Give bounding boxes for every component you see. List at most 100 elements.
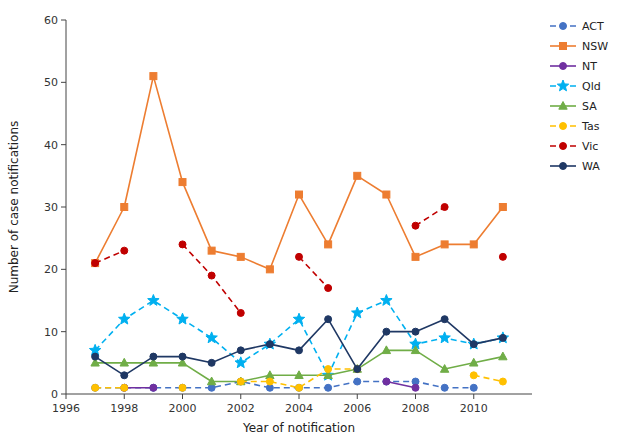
- point: [121, 384, 128, 391]
- point: [92, 353, 99, 360]
- legend-item: SA: [550, 100, 597, 113]
- point: [179, 241, 186, 248]
- point: [440, 365, 448, 373]
- y-tick: [61, 207, 66, 208]
- point: [179, 353, 186, 360]
- point: [354, 378, 361, 385]
- y-axis-label: Number of case notifications: [7, 121, 21, 294]
- point: [499, 253, 506, 260]
- point: [179, 179, 186, 186]
- point: [325, 285, 332, 292]
- point: [354, 366, 361, 373]
- y-tick: [61, 20, 66, 21]
- point: [296, 384, 303, 391]
- point: [266, 341, 273, 348]
- point: [296, 347, 303, 354]
- point: [354, 366, 361, 373]
- point: [412, 222, 419, 229]
- point: [266, 371, 274, 379]
- y-tick-label: 30: [44, 201, 58, 214]
- x-tick: [124, 394, 125, 399]
- series-line: [95, 350, 503, 381]
- legend: ACTNSWNTQldSATasVicWA: [550, 20, 608, 173]
- point: [499, 378, 506, 385]
- series: [92, 366, 507, 392]
- x-tick: [473, 394, 474, 399]
- y-tick-label: 50: [44, 76, 58, 89]
- point: [206, 332, 217, 343]
- point: [441, 241, 448, 248]
- point: [150, 384, 157, 391]
- point: [207, 377, 215, 385]
- point: [499, 204, 506, 211]
- point: [354, 172, 361, 179]
- point: [381, 295, 392, 306]
- point: [383, 378, 390, 385]
- point: [237, 378, 244, 385]
- x-tick: [182, 394, 183, 399]
- series: [92, 204, 507, 317]
- legend-marker: [560, 63, 567, 70]
- point: [325, 316, 332, 323]
- point: [150, 353, 157, 360]
- point: [92, 260, 99, 267]
- point: [439, 332, 450, 343]
- legend-item: ACT: [550, 20, 604, 33]
- point: [237, 253, 244, 260]
- point: [499, 334, 506, 341]
- y-tick-label: 0: [51, 388, 58, 401]
- point: [293, 313, 304, 324]
- legend-marker: [560, 163, 567, 170]
- legend-label: WA: [582, 160, 600, 173]
- point: [325, 241, 332, 248]
- point: [150, 73, 157, 80]
- x-tick-label: 2008: [402, 402, 430, 415]
- y-tick: [61, 394, 66, 395]
- point: [237, 309, 244, 316]
- point: [92, 260, 99, 267]
- series-line: [95, 319, 503, 375]
- point: [412, 253, 419, 260]
- x-tick: [66, 394, 67, 399]
- x-tick-label: 2004: [285, 402, 313, 415]
- point: [119, 313, 130, 324]
- point: [470, 372, 477, 379]
- legend-label: NSW: [582, 40, 608, 53]
- series: [121, 378, 419, 391]
- point: [237, 347, 244, 354]
- point: [266, 266, 273, 273]
- point: [121, 384, 128, 391]
- point: [121, 247, 128, 254]
- x-tick: [357, 394, 358, 399]
- point: [412, 328, 419, 335]
- legend-marker: [557, 80, 568, 91]
- y-tick-label: 60: [44, 14, 58, 27]
- legend-label: Qld: [582, 80, 601, 93]
- y-tick: [61, 331, 66, 332]
- point: [325, 384, 332, 391]
- point: [148, 295, 159, 306]
- legend-marker: [560, 43, 567, 50]
- point: [235, 357, 246, 368]
- x-tick: [299, 394, 300, 399]
- series: [91, 346, 507, 385]
- point: [441, 316, 448, 323]
- point: [296, 191, 303, 198]
- x-tick-label: 2000: [169, 402, 197, 415]
- legend-item: NSW: [550, 40, 608, 53]
- point: [179, 384, 186, 391]
- series-line: [95, 301, 503, 376]
- legend-item: Qld: [550, 80, 601, 93]
- series: [92, 316, 507, 379]
- point: [383, 191, 390, 198]
- x-tick-label: 1998: [110, 402, 138, 415]
- x-tick: [240, 394, 241, 399]
- point: [121, 204, 128, 211]
- point: [383, 378, 390, 385]
- point: [150, 384, 157, 391]
- y-tick: [61, 82, 66, 83]
- legend-label: Vic: [582, 140, 598, 153]
- point: [120, 358, 128, 366]
- x-tick-label: 2002: [227, 402, 255, 415]
- y-tick: [61, 144, 66, 145]
